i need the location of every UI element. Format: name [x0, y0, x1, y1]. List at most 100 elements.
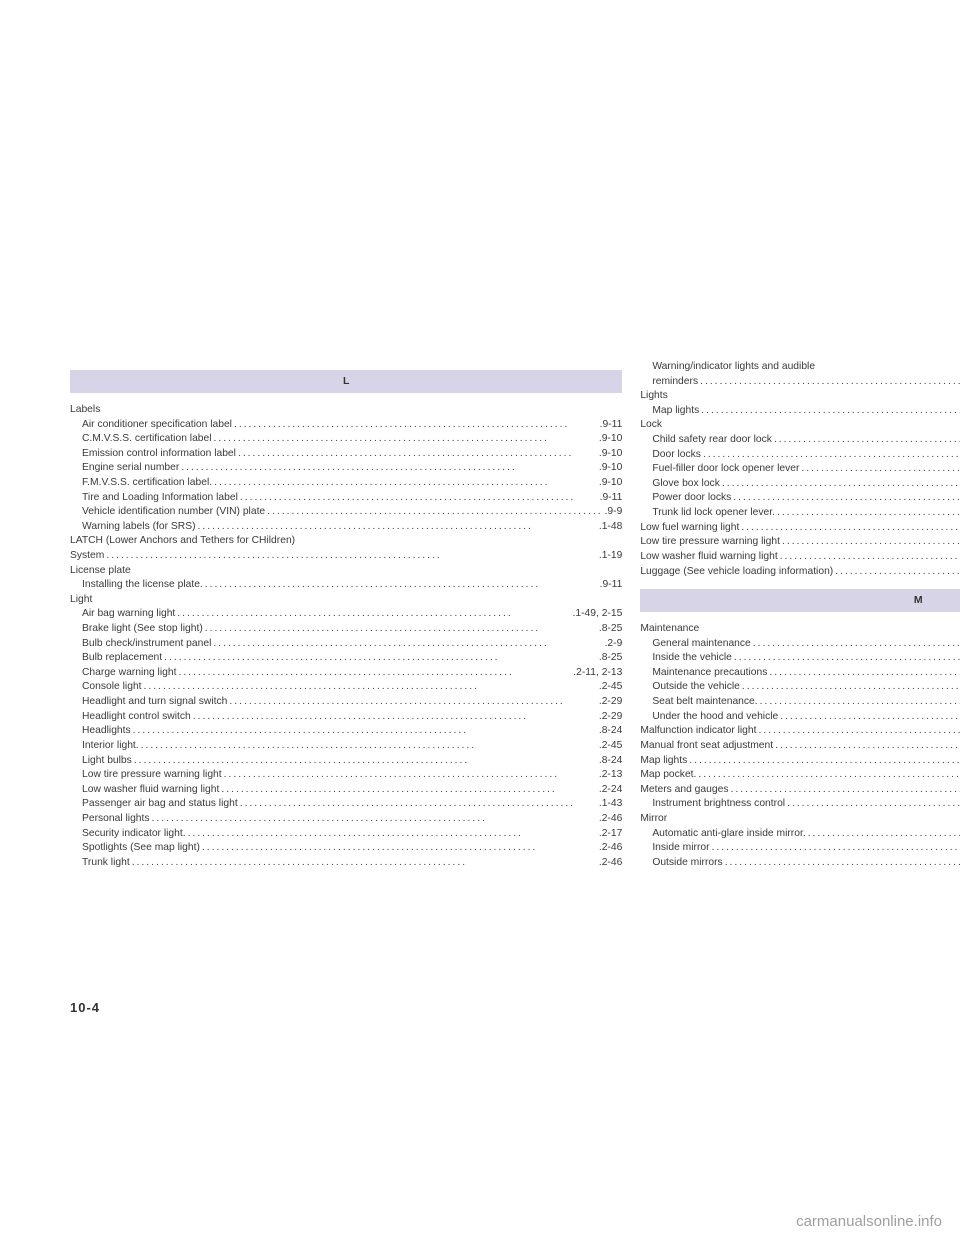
leader-dots — [265, 505, 604, 520]
leader-dots — [232, 418, 600, 433]
leader-dots — [131, 724, 599, 739]
index-entry: C.M.V.S.S. certification label.9-10 — [82, 432, 622, 447]
leader-dots — [701, 448, 960, 463]
index-label: Inside the vehicle — [652, 651, 732, 666]
leader-dots — [696, 768, 960, 783]
leader-dots — [191, 710, 599, 725]
index-label: Map lights — [652, 404, 699, 419]
index-label: License plate — [70, 564, 131, 579]
index-label: Power door locks — [652, 491, 731, 506]
index-heading: Warning/indicator lights and audible — [652, 360, 960, 375]
page-ref: .9-11 — [600, 418, 623, 433]
index-label: F.M.V.S.S. certification label. — [82, 476, 212, 491]
index-label: Brake light (See stop light) — [82, 622, 203, 637]
leader-dots — [162, 651, 599, 666]
index-label: General maintenance — [652, 637, 750, 652]
index-label: Bulb replacement — [82, 651, 162, 666]
page-ref: .8-25 — [599, 651, 622, 666]
index-label: Instrument brightness control — [652, 797, 785, 812]
index-label: System — [70, 549, 104, 564]
leader-dots — [833, 565, 960, 580]
index-label: Outside the vehicle — [652, 680, 740, 695]
leader-dots — [222, 768, 599, 783]
index-heading: Lock — [640, 418, 960, 433]
index-label: Vehicle identification number (VIN) plat… — [82, 505, 265, 520]
index-label: Luggage (See vehicle loading information… — [640, 565, 833, 580]
index-label: Automatic anti-glare inside mirror. — [652, 827, 805, 842]
index-entry: Meters and gauges.2-3 — [640, 783, 960, 798]
index-entry: System.1-19 — [70, 549, 622, 564]
index-label: Headlight control switch — [82, 710, 191, 725]
leader-dots — [203, 578, 600, 593]
index-entry: Child safety rear door lock.3-6 — [652, 433, 960, 448]
index-entry: Vehicle identification number (VIN) plat… — [82, 505, 622, 520]
page-ref: .8-25 — [599, 622, 622, 637]
page-ref: .9-11 — [600, 578, 623, 593]
leader-dots — [731, 491, 960, 506]
index-entry: Outside mirrors.3-25 — [652, 856, 960, 871]
index-entry: Glove box lock.2-38 — [652, 477, 960, 492]
index-label: Low fuel warning light — [640, 521, 739, 536]
leader-dots — [203, 622, 599, 637]
index-label: Trunk light — [82, 856, 130, 871]
leader-dots — [175, 607, 572, 622]
page-ref: .2-45 — [599, 739, 622, 754]
index-label: Tire and Loading Information label — [82, 491, 238, 506]
leader-dots — [236, 447, 599, 462]
index-label: Manual front seat adjustment — [640, 739, 773, 754]
index-label: Trunk lid lock opener lever. — [652, 506, 775, 521]
leader-dots — [751, 637, 960, 652]
index-label: LATCH (Lower Anchors and Tethers for CHi… — [70, 534, 295, 549]
index-label: Headlight and turn signal switch — [82, 695, 227, 710]
leader-dots — [806, 827, 960, 842]
page-ref: .1-43 — [599, 797, 622, 812]
page-ref: .2-29 — [599, 710, 622, 725]
leader-dots — [150, 812, 599, 827]
index-entry: Map pocket..2-35 — [640, 768, 960, 783]
leader-dots — [211, 637, 604, 652]
index-entry: Low washer fluid warning light.2-24 — [82, 783, 622, 798]
index-entry: Low fuel warning light.2-13, 2-14, 2-24 — [640, 521, 960, 536]
leader-dots — [757, 724, 960, 739]
leader-dots — [723, 856, 960, 871]
index-label: Fuel-filler door lock opener lever — [652, 462, 799, 477]
index-label: Passenger air bag and status light — [82, 797, 238, 812]
leader-dots — [139, 739, 599, 754]
index-label: Emission control information label — [82, 447, 236, 462]
index-entry: Low tire pressure warning light.2-13 — [82, 768, 622, 783]
leader-dots — [142, 680, 599, 695]
index-heading: Light — [70, 593, 622, 608]
index-entry: Instrument brightness control.2-32 — [652, 797, 960, 812]
leader-dots — [200, 841, 599, 856]
index-entry: F.M.V.S.S. certification label..9-10 — [82, 476, 622, 491]
index-entry: Low tire pressure warning light.2-13 — [640, 535, 960, 550]
index-entry: Air conditioner specification label.9-11 — [82, 418, 622, 433]
index-label: Light bulbs — [82, 754, 132, 769]
index-label: Map lights — [640, 754, 687, 769]
column-1: LLabelsAir conditioner specification lab… — [70, 360, 622, 870]
index-entry: Installing the license plate..9-11 — [82, 578, 622, 593]
leader-dots — [238, 491, 600, 506]
index-entry: Map lights.2-46 — [652, 404, 960, 419]
leader-dots — [732, 651, 960, 666]
page-ref: .2-13 — [599, 768, 622, 783]
index-label: Personal lights — [82, 812, 150, 827]
index-label: Engine serial number — [82, 461, 179, 476]
index-label: Child safety rear door lock — [652, 433, 772, 448]
index-page: LLabelsAir conditioner specification lab… — [70, 360, 890, 870]
index-entry: Bulb replacement .8-25 — [82, 651, 622, 666]
leader-dots — [775, 506, 960, 521]
index-entry: Luggage (See vehicle loading information… — [640, 565, 960, 580]
index-label: Air bag warning light — [82, 607, 175, 622]
leader-dots — [698, 375, 960, 390]
page-ref: .9-10 — [599, 447, 622, 462]
index-entry: Trunk light.2-46 — [82, 856, 622, 871]
leader-dots — [219, 783, 598, 798]
index-entry: Inside mirror.3-24 — [652, 841, 960, 856]
index-entry: Headlights.8-24 — [82, 724, 622, 739]
index-label: Outside mirrors — [652, 856, 722, 871]
index-entry: General maintenance.8-2 — [652, 637, 960, 652]
page-ref: .2-46 — [599, 812, 622, 827]
index-label: Lights — [640, 389, 667, 404]
page-ref: .1-49, 2-15 — [573, 607, 623, 622]
